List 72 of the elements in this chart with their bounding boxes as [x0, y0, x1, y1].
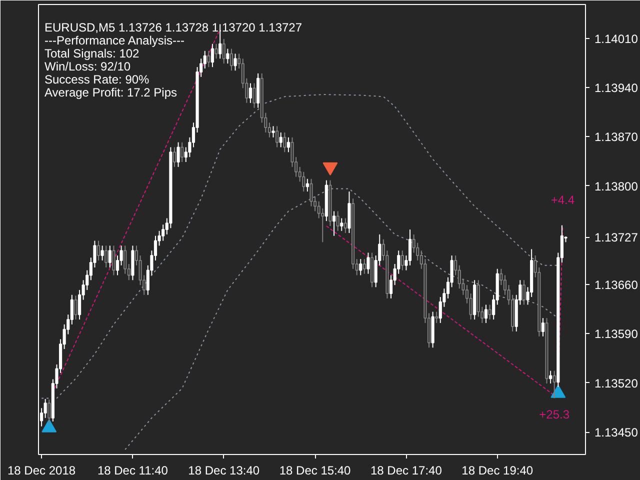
candlestick: [484, 304, 488, 324]
candlestick: [302, 171, 306, 192]
candlestick: [226, 48, 230, 64]
x-tick-label: 18 Dec 15:40: [279, 464, 352, 478]
candlestick: [344, 218, 347, 234]
candlestick: [552, 370, 556, 399]
annotation: Win/Loss: 92/10: [44, 60, 131, 74]
candlestick: [96, 240, 100, 261]
y-tick-label: 1.13660: [594, 278, 638, 292]
candlestick: [279, 132, 282, 148]
candlestick: [162, 224, 165, 242]
candlestick: [172, 146, 176, 168]
point: [42, 419, 57, 432]
candlestick: [488, 304, 492, 320]
candlestick: [362, 258, 366, 274]
candlestick: [522, 280, 526, 306]
candlestick: [207, 50, 210, 68]
candlestick: [124, 245, 127, 274]
annotation: +4.4: [550, 192, 575, 207]
candlestick: [210, 43, 214, 68]
candlestick: [112, 245, 116, 276]
candlestick: [214, 43, 218, 60]
candlestick: [366, 252, 370, 274]
y-tick-label: 1.13940: [594, 80, 638, 95]
candlestick: [248, 82, 252, 104]
candlestick: [234, 53, 237, 72]
candlestick: [203, 50, 206, 69]
candlestick: [435, 311, 438, 324]
annotation: +25.3: [539, 407, 570, 422]
candlestick: [272, 126, 275, 138]
candlestick: [340, 218, 344, 232]
candlestick: [541, 318, 544, 337]
point: [550, 384, 566, 398]
y-tick-label: 1.13450: [594, 426, 638, 440]
annotation: Average Profit: 17.2 Pips: [44, 86, 178, 100]
candlestick: [549, 370, 552, 384]
annotation: Total Signals: 102: [44, 46, 140, 60]
candlestick: [100, 245, 104, 261]
x-tick-label: 18 Dec 19:40: [462, 464, 534, 478]
candlestick: [276, 126, 279, 148]
candlestick: [222, 38, 226, 64]
x-tick-label: 18 Dec 11:40: [97, 464, 168, 478]
candlestick: [359, 258, 362, 276]
point: [322, 162, 338, 176]
candlestick: [252, 82, 256, 108]
candlestick: [74, 295, 78, 320]
candlestick: [400, 250, 404, 271]
candlestick: [336, 210, 340, 232]
annotation: ---Performance Analysis---: [44, 34, 185, 48]
y-tick-label: 1.13800: [594, 179, 638, 194]
candlestick: [408, 229, 412, 266]
annotation: Success Rate: 90%: [44, 72, 150, 86]
candlestick: [310, 178, 313, 207]
y-tick-label: 1.13727: [594, 230, 638, 245]
candlestick: [176, 142, 180, 168]
x-tick-label: 18 Dec 13:40: [188, 464, 260, 478]
y-tick-label: 1.13870: [594, 130, 638, 144]
candlestick: [48, 399, 51, 424]
candlestick: [286, 136, 290, 153]
y-tick-label: 1.13590: [594, 327, 638, 342]
candlestick: [230, 48, 234, 72]
candlestick: [180, 142, 184, 162]
candlestick: [44, 398, 47, 418]
candlestick: [283, 132, 286, 153]
y-tick-label: 1.13520: [594, 376, 638, 390]
x-tick-label: 18 Dec 2018: [8, 464, 76, 478]
candlestick: [306, 178, 309, 192]
x-tick-label: 18 Dec 17:40: [370, 464, 442, 478]
candlestick: [104, 245, 108, 268]
candlestick: [108, 245, 112, 268]
y-tick-label: 1.14010: [594, 32, 638, 46]
candlestick: [332, 210, 336, 236]
